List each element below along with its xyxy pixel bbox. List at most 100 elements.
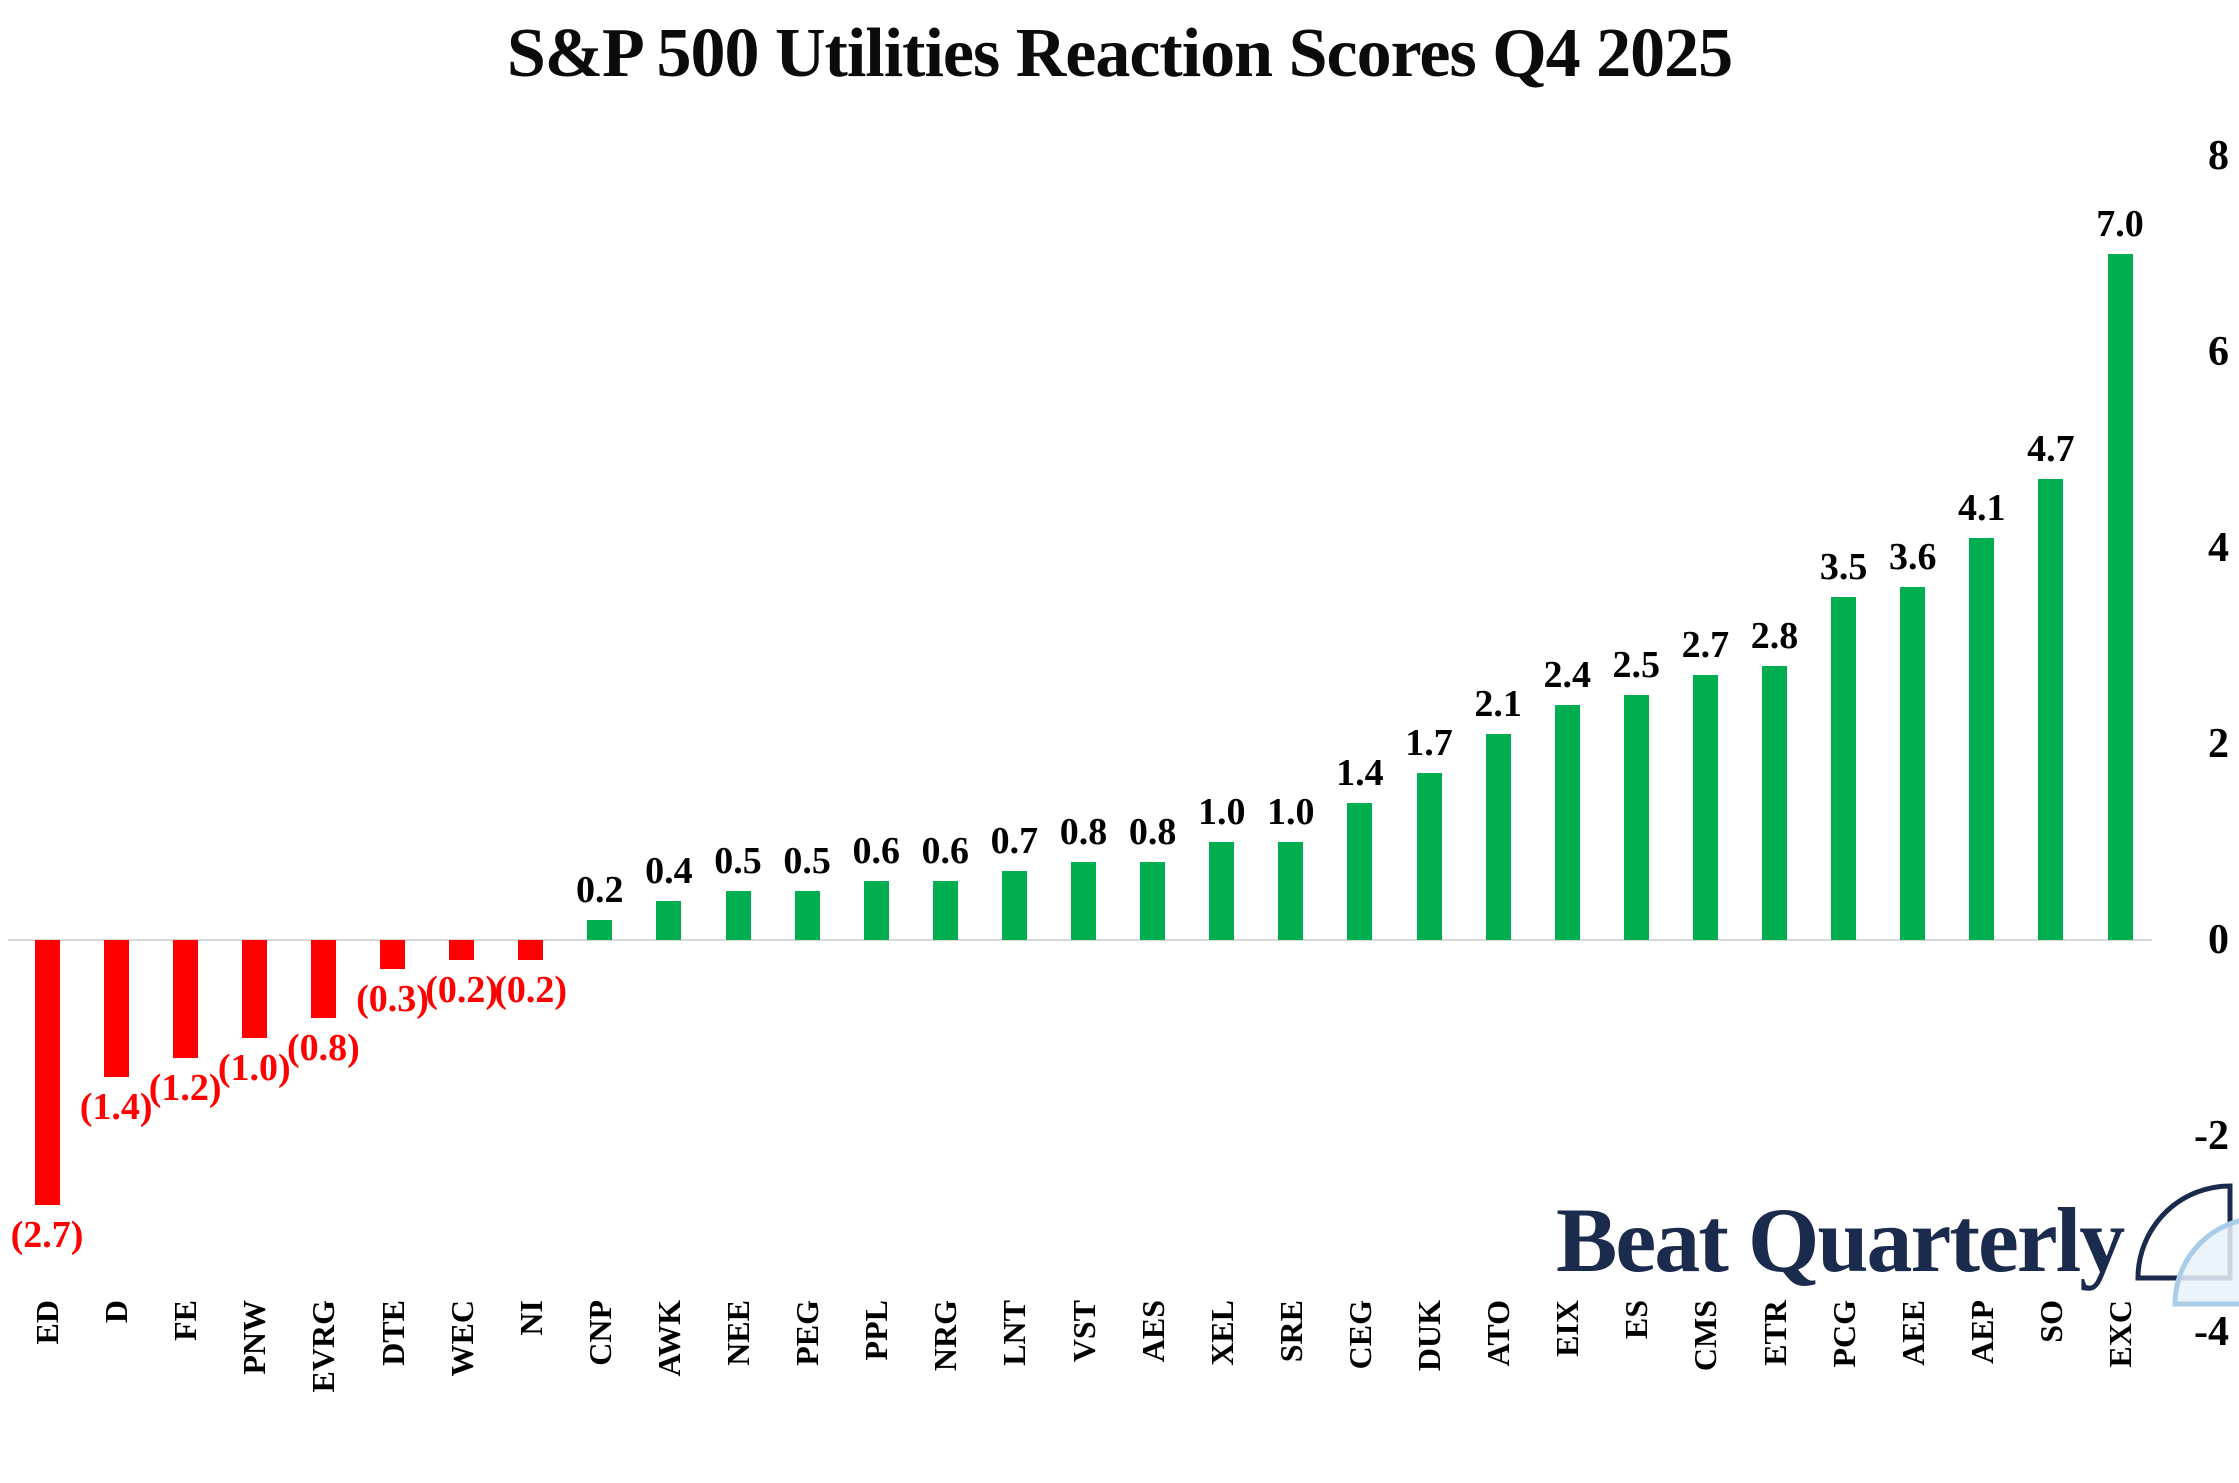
bar-FE	[172, 940, 198, 1058]
bar-CNP	[587, 920, 613, 940]
bar-EVRG	[310, 940, 336, 1019]
beat-quarterly-logo-icon	[2133, 1174, 2239, 1319]
x-tick-label-ES: ES	[1618, 1300, 1655, 1340]
bar-ED	[34, 940, 60, 1205]
bar-AEE	[1900, 587, 1926, 940]
bar-value-label-PEG: 0.5	[783, 840, 831, 882]
x-tick-label-DTE: DTE	[374, 1300, 411, 1366]
x-tick-label-NRG: NRG	[927, 1300, 964, 1372]
bar-NI	[518, 940, 544, 960]
bar-value-label-LNT: 0.7	[990, 820, 1039, 863]
bar-NRG	[932, 881, 958, 940]
bar-value-label-CMS: 2.7	[1681, 624, 1730, 667]
bar-value-label-AEE: 3.6	[1888, 536, 1937, 579]
bar-value-label-ATO: 2.1	[1474, 683, 1522, 726]
bar-EXC	[2107, 254, 2133, 940]
x-tick-label-VST: VST	[1065, 1300, 1102, 1363]
bar-PEG	[794, 891, 820, 940]
bar-value-label-NRG: 0.6	[921, 830, 970, 873]
bar-value-label-ETR: 2.8	[1750, 614, 1799, 657]
bar-value-label-NEE: 0.5	[714, 840, 762, 882]
bar-SRE	[1278, 842, 1304, 940]
bar-value-label-SO: 4.7	[2027, 428, 2075, 471]
y-tick-label-8: 8	[2208, 133, 2229, 179]
bar-value-label-AEP: 4.1	[1958, 487, 2006, 530]
bar-LNT	[1001, 871, 1027, 940]
x-tick-label-ATO: ATO	[1480, 1300, 1517, 1367]
bar-value-label-NI: (0.2)	[494, 968, 568, 1011]
bar-VST	[1071, 861, 1096, 940]
bar-DUK	[1416, 773, 1442, 940]
x-tick-label-PPL: PPL	[858, 1300, 895, 1361]
x-tick-label-CMS: CMS	[1687, 1300, 1724, 1372]
bar-value-label-XEL: 1.0	[1197, 791, 1246, 833]
x-tick-label-EIX: EIX	[1549, 1300, 1586, 1357]
y-tick-label-0: 0	[2208, 917, 2229, 963]
bar-value-label-PCG: 3.5	[1819, 546, 1868, 588]
x-tick-label-AWK: AWK	[650, 1300, 687, 1377]
y-tick-label-4: 4	[2208, 525, 2229, 571]
bar-AWK	[656, 900, 682, 940]
x-tick-label-FE: FE	[167, 1300, 204, 1341]
x-tick-label-PNW: PNW	[236, 1300, 273, 1375]
bar-value-label-SRE: 1.0	[1267, 791, 1315, 833]
x-tick-label-SO: SO	[2032, 1300, 2069, 1343]
y-tick-label--4: -4	[2194, 1309, 2229, 1355]
bar-XEL	[1209, 842, 1235, 940]
bar-ETR	[1762, 665, 1787, 940]
x-tick-label-CNP: CNP	[581, 1300, 618, 1366]
x-tick-label-ETR: ETR	[1756, 1300, 1793, 1366]
x-tick-label-NEE: NEE	[720, 1300, 756, 1366]
bar-value-label-D: (1.4)	[79, 1086, 153, 1129]
x-tick-label-EVRG: EVRG	[305, 1300, 342, 1393]
bar-PNW	[241, 940, 267, 1038]
bar-value-label-DUK: 1.7	[1405, 722, 1453, 765]
bar-CMS	[1692, 675, 1718, 940]
x-tick-label-SRE: SRE	[1272, 1300, 1309, 1363]
bar-value-label-EIX: 2.4	[1543, 653, 1591, 696]
x-tick-label-AEE: AEE	[1894, 1300, 1931, 1366]
bar-value-label-PNW: (1.0)	[217, 1047, 291, 1089]
y-tick-label-2: 2	[2208, 721, 2229, 767]
bar-EIX	[1554, 704, 1580, 940]
bar-value-label-CNP: 0.2	[576, 869, 624, 912]
y-tick-label--2: -2	[2194, 1113, 2229, 1159]
bar-value-label-AWK: 0.4	[645, 849, 693, 892]
bar-PPL	[863, 881, 889, 940]
x-tick-label-DUK: DUK	[1411, 1300, 1447, 1372]
x-tick-label-PCG: PCG	[1825, 1300, 1862, 1368]
bar-CEG	[1347, 802, 1373, 940]
bar-value-label-DTE: (0.3)	[356, 978, 429, 1021]
watermark: Beat Quarterly	[1556, 1160, 2239, 1320]
bar-ES	[1623, 695, 1649, 940]
bar-value-label-EVRG: (0.8)	[286, 1027, 360, 1070]
x-tick-label-WEC: WEC	[443, 1300, 480, 1377]
watermark-text: Beat Quarterly	[1556, 1189, 2125, 1291]
zero-gridline	[8, 939, 2152, 941]
bar-value-label-VST: 0.8	[1059, 810, 1108, 853]
bar-D	[103, 940, 129, 1078]
bar-value-label-EXC: 7.0	[2096, 203, 2144, 245]
x-tick-label-D: D	[98, 1300, 135, 1324]
bar-value-label-FE: (1.2)	[148, 1066, 222, 1109]
bar-value-label-CEG: 1.4	[1336, 751, 1384, 794]
bar-value-label-ED: (2.7)	[10, 1213, 84, 1256]
bar-NEE	[725, 891, 751, 940]
bar-SO	[2038, 479, 2064, 940]
x-tick-label-AEP: AEP	[1963, 1300, 2000, 1364]
x-tick-label-PEG: PEG	[789, 1300, 826, 1366]
y-tick-label-6: 6	[2208, 329, 2229, 375]
bar-value-label-ES: 2.5	[1612, 644, 1661, 686]
bar-PCG	[1831, 597, 1857, 940]
bar-ATO	[1485, 734, 1511, 940]
x-tick-label-ED: ED	[29, 1300, 65, 1345]
bar-value-label-WEC: (0.2)	[425, 968, 498, 1011]
x-tick-label-XEL: XEL	[1203, 1300, 1240, 1366]
bar-value-label-AES: 0.8	[1128, 810, 1177, 853]
bar-WEC	[449, 940, 475, 960]
x-tick-label-NI: NI	[512, 1300, 549, 1336]
bar-value-label-PPL: 0.6	[852, 830, 900, 873]
chart-title: S&P 500 Utilities Reaction Scores Q4 202…	[506, 15, 1733, 92]
